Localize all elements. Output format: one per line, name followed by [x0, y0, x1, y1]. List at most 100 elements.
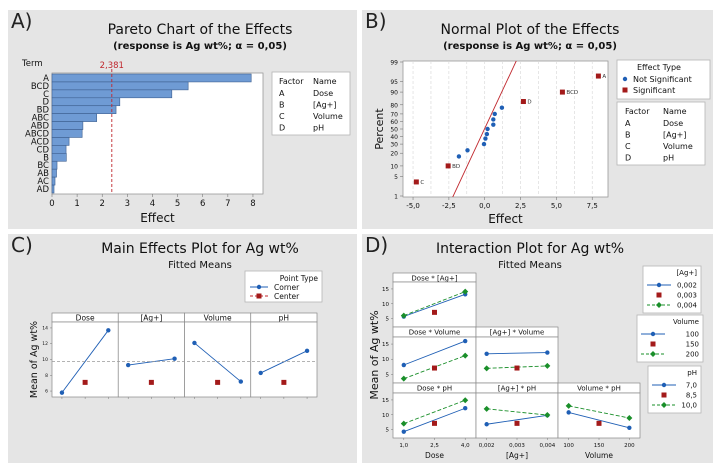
legend-marker-significant [622, 87, 628, 93]
interaction-xtick-label: 100 [563, 443, 574, 449]
pareto-term-label: CD [37, 145, 50, 155]
normal-xtick-label: 7,5 [587, 202, 598, 210]
interaction-high-point [400, 312, 407, 319]
legend-factor-code: A [279, 89, 285, 98]
interaction-ytick-label: 5 [386, 317, 390, 323]
interaction-low-point [401, 362, 406, 368]
interaction-high-line [403, 399, 466, 425]
normal-point-not-significant [484, 131, 490, 137]
legend-factor-code: C [279, 112, 285, 121]
interaction-legend-label: 10,0 [681, 402, 697, 410]
interaction-high-point [400, 375, 407, 382]
interaction-high-point [483, 365, 490, 372]
interaction-legend-title: Volume [673, 318, 699, 326]
normal-ytick-label: 20 [390, 151, 398, 158]
main-effects-facet-label: [Ag+] [140, 314, 162, 323]
interaction-high-line [403, 291, 466, 317]
normal-point-label: BCD [566, 90, 578, 96]
pareto-xtick-label: 4 [150, 199, 155, 209]
legend-factor-code: B [625, 131, 631, 140]
normal-point-significant [445, 163, 451, 169]
interaction-xtick-label: 4,0 [461, 443, 470, 449]
legend-header-factor: Factor [625, 107, 650, 116]
interaction-ytick-label: 15 [382, 287, 389, 293]
interaction-legend-label: 150 [686, 341, 699, 349]
pareto-bar-B [51, 153, 67, 162]
interaction-center-point [596, 420, 602, 426]
interaction-cell-plot [392, 281, 477, 328]
interaction-low-line [403, 340, 466, 366]
pareto-bar-BCD [51, 81, 189, 91]
interaction-low-point [484, 351, 489, 356]
interaction-cell-plot [392, 336, 477, 384]
main-effects-corner-line [61, 330, 109, 393]
main-effects-center-point [215, 379, 221, 385]
normal-xtick-label: 2,5 [515, 202, 526, 210]
main-effects-facet-plot [184, 321, 252, 398]
normal-ytick-label: 30 [390, 142, 398, 149]
legend-factor-code: C [625, 142, 631, 151]
interaction-legend-label: 100 [686, 331, 699, 339]
normal-xtick-label: 5,0 [551, 202, 562, 210]
normal-plot-area [402, 60, 609, 198]
normal-point-not-significant [456, 154, 462, 159]
normal-ytick-label: 60 [390, 119, 398, 126]
interaction-xlabel: Dose [425, 451, 444, 460]
interaction-low-point [484, 422, 489, 427]
pareto-term-label: ABD [31, 122, 50, 132]
pareto-xtick-label: 8 [250, 199, 255, 209]
interaction-xtick-label: 0,004 [539, 443, 555, 449]
interaction-legend-label: 0,004 [677, 302, 698, 310]
interaction-center-point [432, 365, 437, 371]
normal-point-significant [520, 99, 526, 105]
interaction-cell-title: Dose * pH [417, 385, 452, 393]
pareto-bar-AB [51, 168, 57, 178]
interaction-low-line [403, 293, 466, 317]
interaction-legend-marker [661, 392, 667, 398]
interaction-ytick-label: 15 [382, 342, 389, 348]
pareto-bar-ABCD [51, 129, 83, 138]
interaction-low-point [401, 429, 406, 434]
main-effects-corner-point [125, 362, 131, 368]
interaction-cell-title: [Ag+] * Volume [490, 329, 545, 337]
interaction-legend-label: 0,003 [677, 292, 697, 300]
main-effects-center-point [148, 379, 154, 385]
normal-point-not-significant [499, 105, 505, 110]
legend-factor-name: [Ag+] [663, 131, 687, 140]
pareto-term-label: AD [37, 185, 50, 195]
normal-point-not-significant [485, 126, 490, 132]
normal-ytick-label: 70 [390, 111, 398, 118]
legend-marker-center [256, 293, 262, 299]
pareto-title: Pareto Chart of the Effects [107, 22, 293, 38]
interaction-high-point [565, 402, 572, 409]
point-type-legend-title: Point Type [280, 274, 319, 283]
pareto-term-label: ABC [32, 114, 49, 124]
legend-factor-name: pH [663, 154, 674, 163]
normal-xlabel: Effect [488, 212, 523, 226]
interaction-ytick-label: 5 [386, 372, 390, 378]
interaction-legend-marker [656, 292, 662, 298]
main-effects-corner-point [106, 328, 111, 333]
legend-header-name: Name [663, 107, 687, 116]
pareto-term-label: BD [37, 106, 50, 116]
interaction-high-point [544, 412, 551, 419]
legend-factor-code: B [279, 101, 285, 110]
pareto-term-label: BC [37, 161, 49, 171]
panel-label-d: D) [365, 233, 389, 257]
pareto-ylabel: Term [21, 59, 43, 69]
interaction-center-point [514, 365, 520, 371]
legend-factor-name: Volume [663, 142, 693, 151]
main-effects-title: Main Effects Plot for Ag wt% [101, 241, 299, 257]
interaction-ytick-label: 15 [382, 398, 389, 404]
pareto-bar-BD [51, 105, 117, 114]
interaction-legend-label: 8,5 [686, 392, 697, 400]
legend-factor-name: Volume [313, 112, 343, 121]
legend-label-corner: Corner [274, 283, 300, 292]
main-effects-facet-plot [250, 321, 318, 398]
interaction-legend-marker [650, 331, 656, 337]
interaction-high-point [462, 288, 469, 295]
interaction-high-point [462, 352, 469, 359]
normal-effect-type-legend [616, 59, 711, 100]
normal-ytick-label: 5 [394, 174, 398, 181]
normal-fit-line [452, 61, 517, 197]
